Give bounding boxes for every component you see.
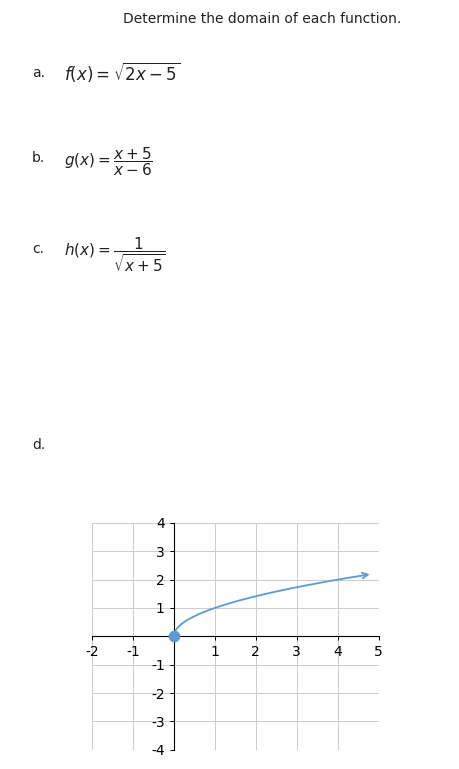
Text: $g(x) = \dfrac{x+5}{x-6}$: $g(x) = \dfrac{x+5}{x-6}$: [64, 145, 153, 178]
Text: d.: d.: [32, 438, 45, 452]
Text: a.: a.: [32, 66, 45, 81]
Text: Determine the domain of each function.: Determine the domain of each function.: [123, 12, 401, 26]
Point: [170, 631, 178, 643]
Text: $h(x) = \dfrac{1}{\sqrt{x+5}}$: $h(x) = \dfrac{1}{\sqrt{x+5}}$: [64, 235, 166, 275]
Text: c.: c.: [32, 241, 44, 255]
Text: b.: b.: [32, 151, 45, 165]
Text: $f(x) = \sqrt{2x-5}$: $f(x) = \sqrt{2x-5}$: [64, 61, 180, 85]
